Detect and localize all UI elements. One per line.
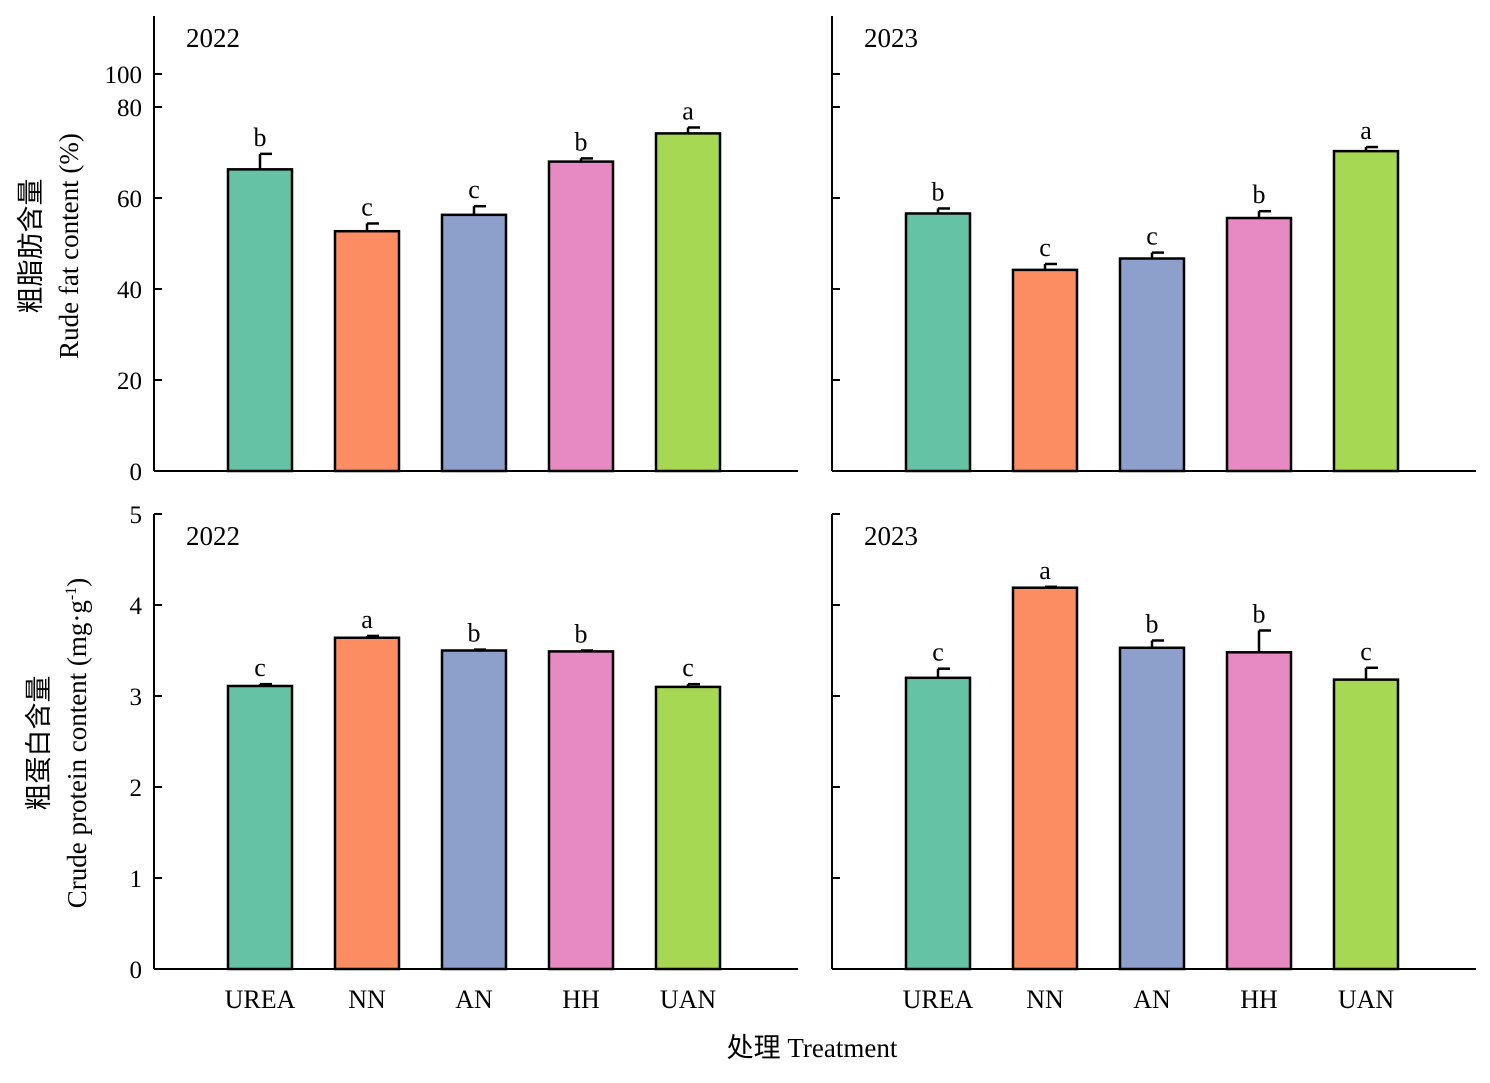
y-tick-label: 20 xyxy=(117,368,142,395)
bar-nn xyxy=(333,229,401,473)
y-tick-label: 4 xyxy=(130,593,143,620)
bar-an xyxy=(440,213,508,473)
significance-letter: c xyxy=(1360,637,1372,666)
bar-nn xyxy=(1011,268,1079,473)
bar-an xyxy=(1118,257,1186,473)
y-tick-label: 3 xyxy=(130,684,143,711)
panel-year-label: 2023 xyxy=(864,23,918,53)
bar-uan xyxy=(654,685,722,971)
bar-urea xyxy=(226,684,294,971)
panel-3: 0 1 2 3 4 5 2022 c UREA a NN b AN b HH c UAN xyxy=(130,502,798,1014)
x-tick-label: HH xyxy=(1240,985,1278,1014)
x-tick-label: UAN xyxy=(660,985,717,1014)
x-tick-label: UREA xyxy=(903,985,974,1014)
significance-letter: c xyxy=(361,192,373,221)
significance-letter: b xyxy=(932,177,945,206)
bar-an xyxy=(440,649,508,971)
significance-letter: c xyxy=(254,653,266,682)
bar-nn xyxy=(1011,586,1079,971)
bar-nn xyxy=(333,636,401,971)
y-tick-label: 1 xyxy=(130,866,143,893)
bar-hh xyxy=(547,650,615,971)
bar-urea xyxy=(226,168,294,473)
bar-hh xyxy=(1225,216,1293,473)
bar-uan xyxy=(654,132,722,473)
significance-letter: a xyxy=(682,96,694,125)
y-tick-label: 80 xyxy=(117,95,142,122)
significance-letter: b xyxy=(468,619,481,648)
significance-letter: c xyxy=(468,175,480,204)
significance-letter: c xyxy=(682,653,694,682)
bar-hh xyxy=(547,160,615,473)
significance-letter: c xyxy=(932,638,944,667)
bar-urea xyxy=(904,212,972,473)
significance-letter: b xyxy=(575,620,588,649)
y-tick-label: 60 xyxy=(117,186,142,213)
panel-2: 2023 b c c b a xyxy=(831,16,1476,473)
bar-uan xyxy=(1332,149,1400,473)
significance-letter: b xyxy=(1253,599,1266,628)
ylabel-fat-cn: 粗脂肪含量 xyxy=(16,179,46,314)
ylabel-protein-en-end: ) xyxy=(62,578,92,587)
y-tick-label: 100 xyxy=(105,62,143,89)
bar-uan xyxy=(1332,678,1400,971)
ylabel-protein-en: Crude protein content (mg·g-1) xyxy=(62,578,92,909)
xlabel: 处理 Treatment xyxy=(727,1033,898,1063)
bar-hh xyxy=(1225,651,1293,971)
significance-letter: c xyxy=(1039,233,1051,262)
x-tick-label: AN xyxy=(1133,985,1171,1014)
panel-4: 2023 c UREA a NN b AN b HH c UAN xyxy=(831,513,1476,1014)
y-tick-label: 0 xyxy=(130,459,143,486)
y-tick-label: 40 xyxy=(117,277,142,304)
significance-letter: a xyxy=(1039,556,1051,585)
panel-year-label: 2022 xyxy=(186,23,240,53)
bar-urea xyxy=(904,676,972,971)
significance-letter: c xyxy=(1146,222,1158,251)
x-tick-label: UREA xyxy=(225,985,296,1014)
x-tick-label: NN xyxy=(1026,985,1064,1014)
significance-letter: b xyxy=(1253,180,1266,209)
y-tick-label: 2 xyxy=(130,775,143,802)
y-tick-label: 5 xyxy=(130,502,143,529)
bar-an xyxy=(1118,646,1186,971)
ylabel-protein-cn: 粗蛋白含量 xyxy=(24,676,54,811)
significance-letter: a xyxy=(361,605,373,634)
significance-letter: b xyxy=(254,123,267,152)
panel-year-label: 2022 xyxy=(186,521,240,551)
ylabel-fat-en: Rude fat content (%) xyxy=(54,133,84,359)
x-tick-label: AN xyxy=(455,985,493,1014)
significance-letter: a xyxy=(1360,116,1372,145)
panel-1: 0 20 40 60 80 100 2022 b c c b a xyxy=(105,16,798,486)
significance-letter: b xyxy=(1146,609,1159,638)
x-tick-label: NN xyxy=(348,985,386,1014)
ylabel-protein-en-main: Crude protein content (mg·g xyxy=(62,600,92,908)
panel-year-label: 2023 xyxy=(864,521,918,551)
significance-letter: b xyxy=(575,127,588,156)
x-tick-label: UAN xyxy=(1338,985,1395,1014)
ylabel-protein-en-sup: -1 xyxy=(63,587,80,600)
x-tick-label: HH xyxy=(562,985,600,1014)
y-tick-label: 0 xyxy=(130,957,143,984)
